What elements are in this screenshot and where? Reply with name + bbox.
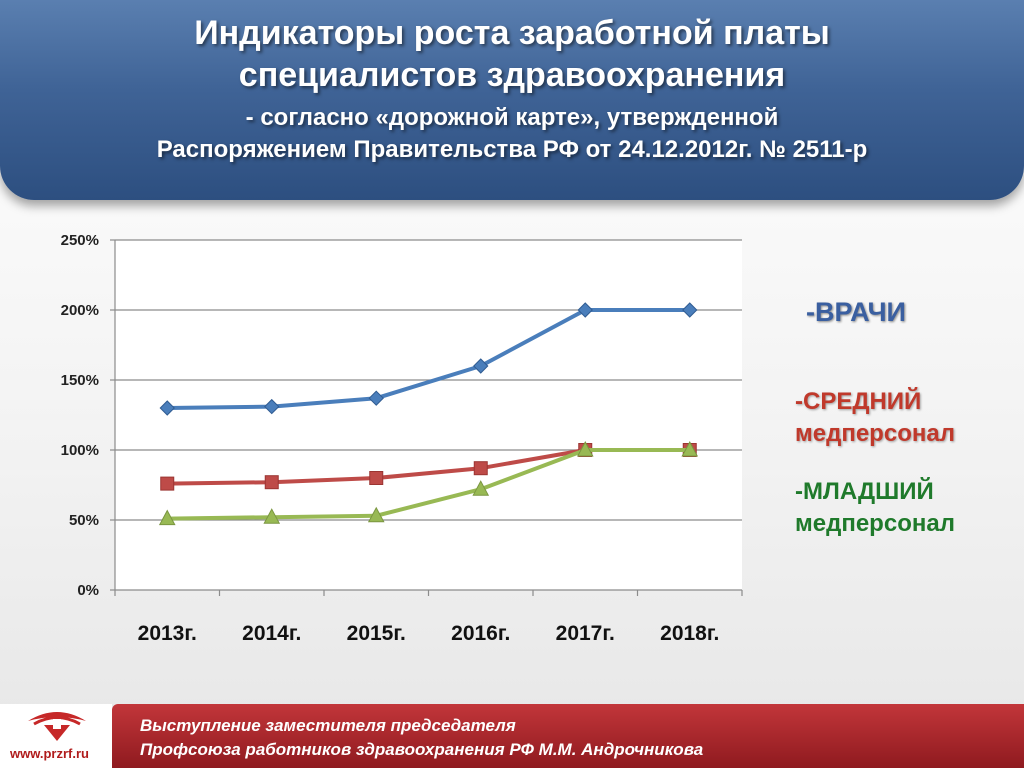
y-tick-label: 100% [61,442,99,459]
slide-title-line-2: специалистов здравоохранения [238,56,786,94]
series-3-point [576,440,594,457]
series-3-point [472,480,490,496]
series-1-point [473,358,489,374]
series-3-point [367,506,385,523]
legend-doctors: -ВРАЧИ [806,296,906,328]
legend-doctors-label: -ВРАЧИ [806,297,906,327]
x-tick-label: 2013г. [138,622,197,645]
series-2-point [264,475,279,490]
series-line-1 [165,308,692,410]
series-1-point [577,302,593,318]
union-logo-icon [28,712,86,741]
footer-bar [112,704,1024,768]
x-tick-label: 2014г. [242,622,301,645]
slide-title-line-1: Индикаторы роста заработной платы [194,14,830,52]
y-tick-label: 0% [77,582,99,599]
series-1-point [368,390,384,406]
series-1-point [264,398,280,415]
y-tick-label: 50% [69,512,99,529]
y-tick-label: 250% [61,232,99,249]
series-3-point [263,508,281,524]
footer-speaker-line-1: Выступление заместителя председателя [140,716,516,735]
plot-area [115,240,742,590]
series-1-point [159,400,175,416]
legend-junior-label-2: медперсонал [795,510,955,537]
x-tick-label: 2015г. [347,622,406,645]
series-2-point [473,461,488,476]
legend-junior-label-1: -МЛАДШИЙ [795,478,934,505]
y-tick-label: 150% [61,372,99,389]
legend-junior-staff: -МЛАДШИЙ медперсонал [795,476,955,540]
y-tick-label: 200% [61,302,99,319]
series-1-point [682,302,698,318]
series-line-3 [165,448,692,521]
x-tick-label: 2017г. [556,622,615,645]
x-tick-label: 2016г. [451,622,510,645]
footer-speaker-line-2: Профсоюза работников здравоохранения РФ … [140,740,704,759]
slide-header: Индикаторы роста заработной платы специа… [0,0,1024,200]
legend-middle-staff: -СРЕДНИЙ медперсонал [795,386,955,450]
series-2-point [160,476,175,491]
legend-middle-label-1: -СРЕДНИЙ [795,388,922,415]
series-3-point [681,440,699,457]
slide-subtitle-line-1: - согласно «дорожной карте», утвержденно… [245,104,779,131]
slide-subtitle-line-2: Распоряжением Правительства РФ от 24.12.… [156,136,868,163]
series-3-point [158,509,176,526]
legend-middle-label-2: медперсонал [795,420,955,447]
x-tick-label: 2018г. [660,622,719,645]
site-url: www.przrf.ru [10,746,89,761]
series-2-point [369,471,384,485]
